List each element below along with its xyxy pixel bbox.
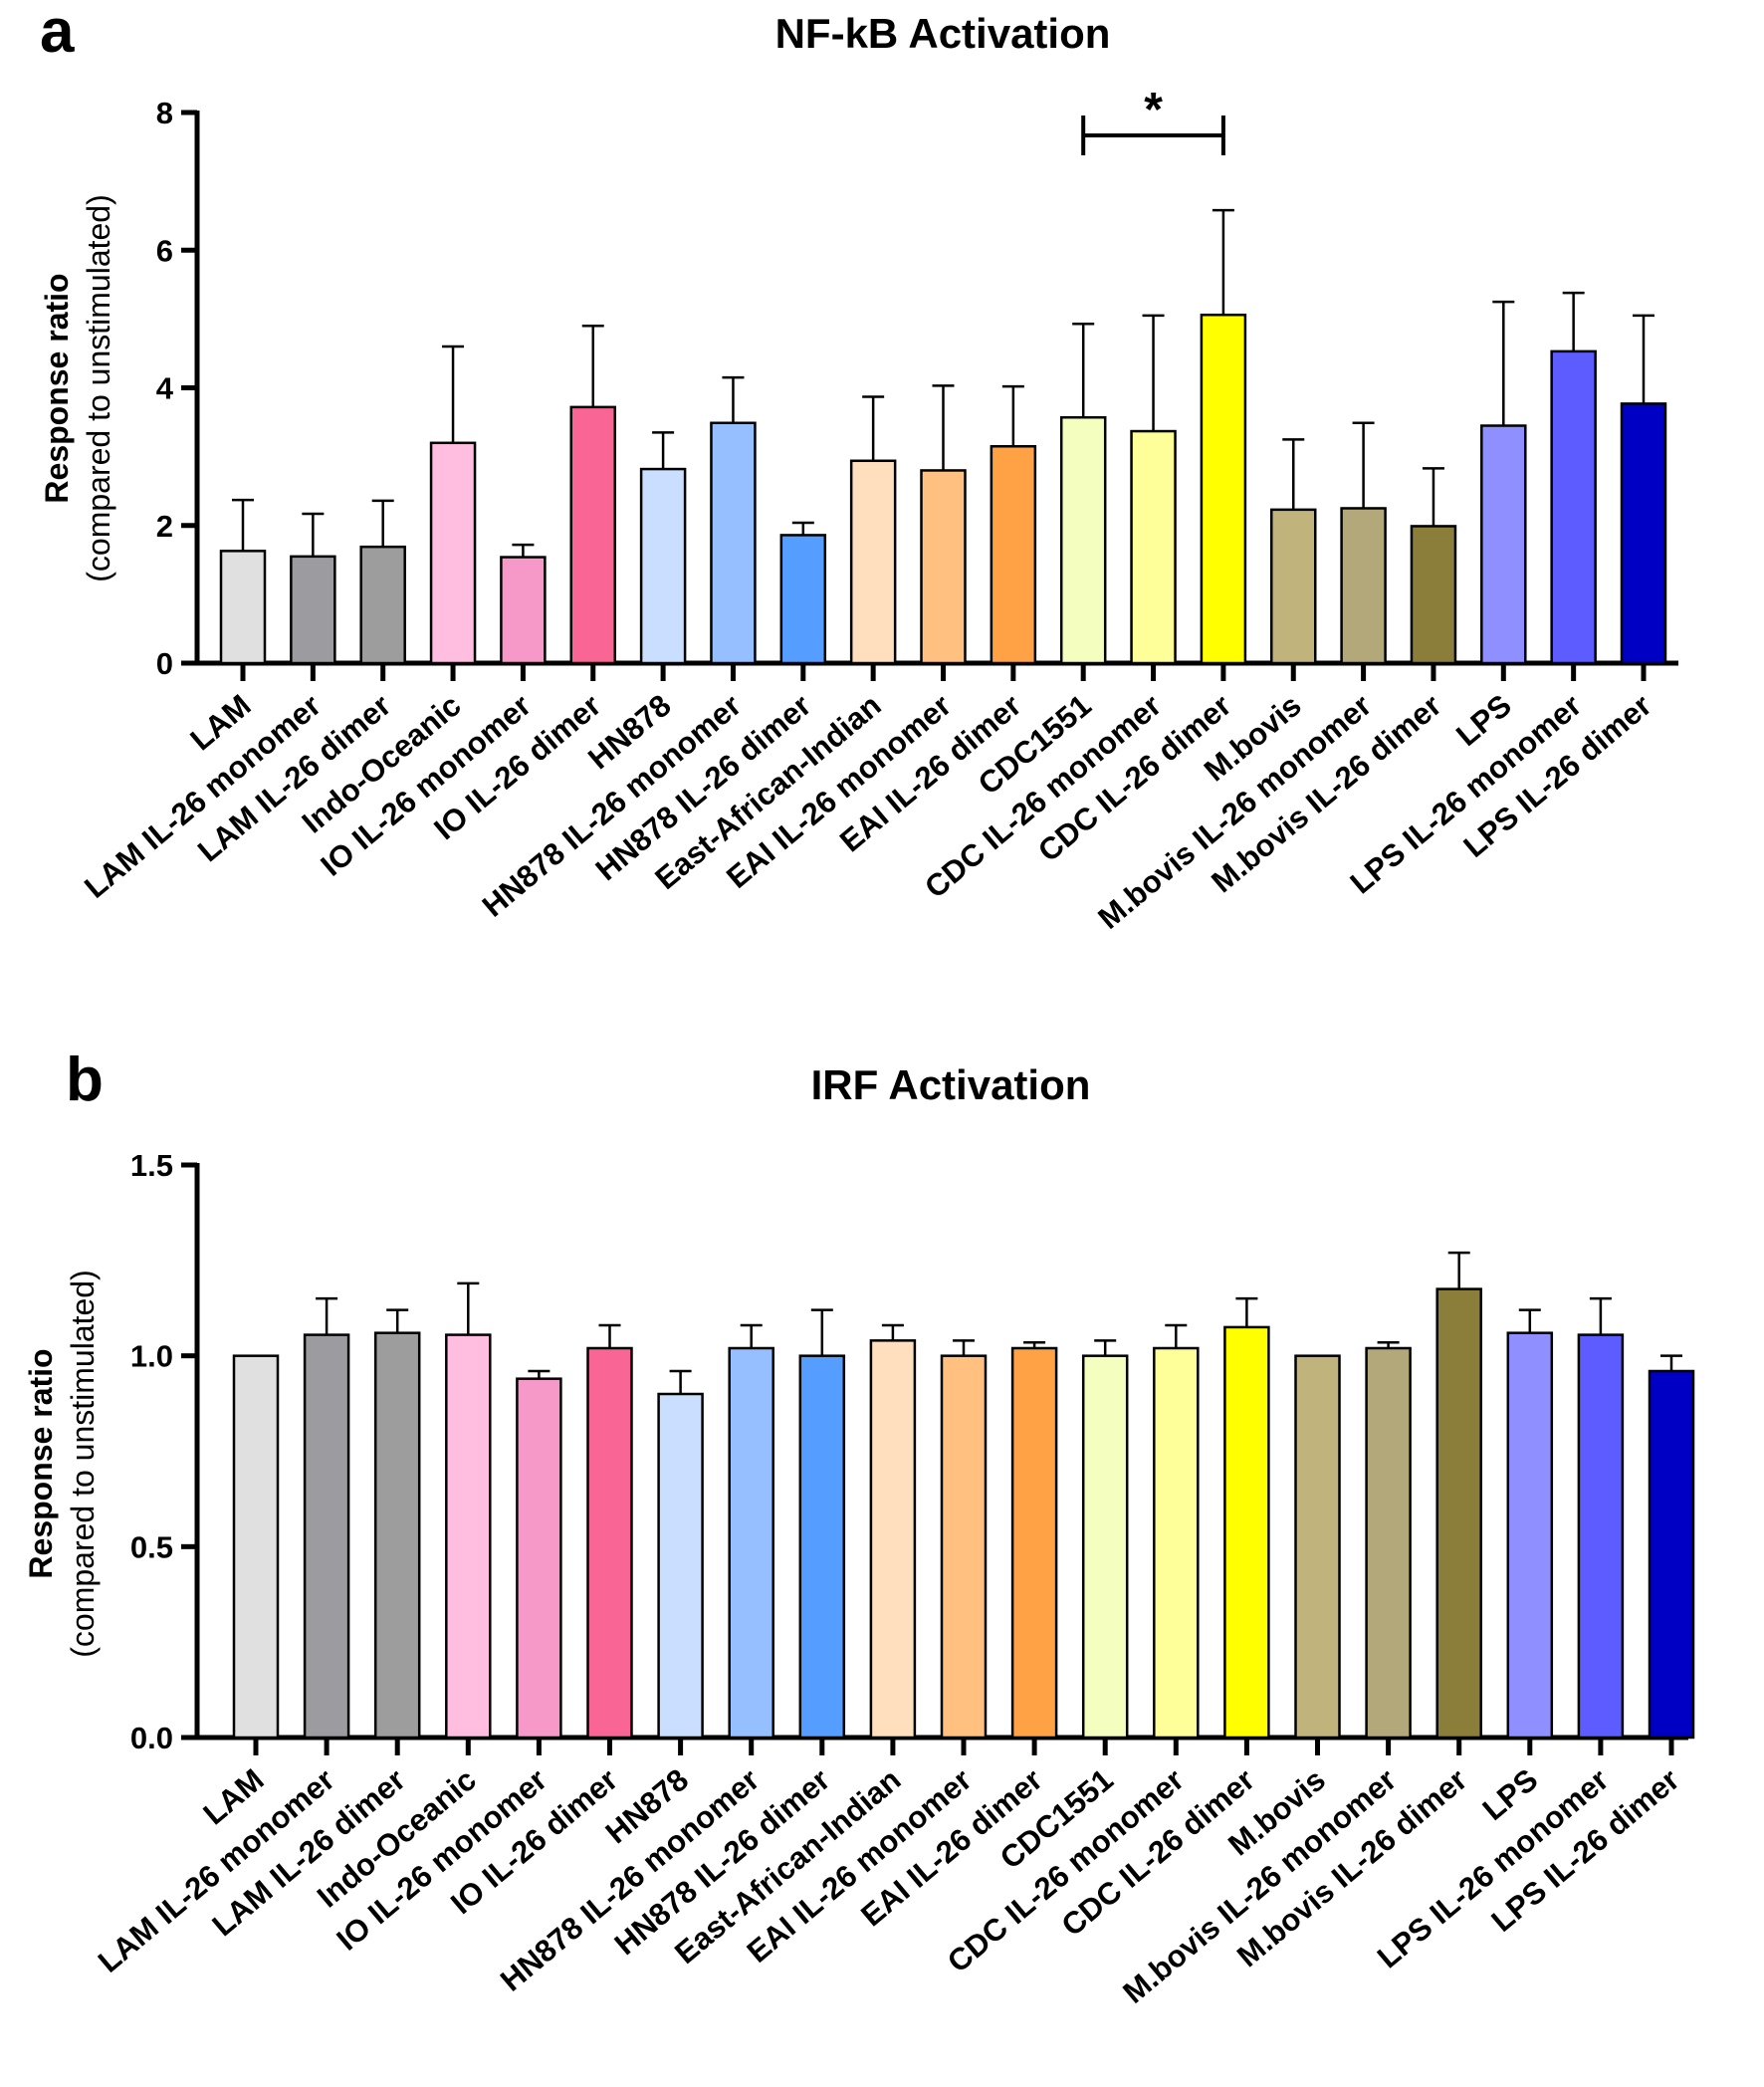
panel-b-bar	[445, 1333, 492, 1739]
panel-a-bar	[1480, 424, 1527, 665]
panel-a-ytick-label: 2	[156, 509, 173, 544]
panel-a-ytick-label: 0	[156, 646, 173, 681]
panel-b-ytick-label: 0.5	[130, 1529, 173, 1564]
panel-b-title: IRF Activation	[811, 1061, 1091, 1108]
panel-a-bar	[1620, 402, 1667, 665]
panel-b-bar	[373, 1331, 421, 1739]
panel-b-bar	[1506, 1331, 1554, 1739]
panel-a-bar	[219, 550, 267, 665]
panel-a-ytick-label: 8	[156, 96, 173, 130]
panel-b-bar	[1081, 1354, 1129, 1739]
panel-a-bar	[500, 556, 547, 665]
panel-a-bar	[1059, 415, 1107, 665]
panel-a-bar	[1340, 507, 1387, 665]
panel-a-bar	[429, 441, 477, 665]
panel-a: a NF-kB Activation Response ratio (compar…	[39, 0, 1678, 936]
panel-b-bar	[1577, 1333, 1625, 1739]
panel-b-bar	[1294, 1354, 1341, 1739]
panel-a-significance-label: *	[1144, 84, 1163, 136]
panel-a-bar	[290, 555, 336, 665]
panel-b-letter: b	[66, 1045, 104, 1114]
panel-a-ylabel-sub: (compared to unstimulated)	[81, 194, 116, 582]
panel-b-bar	[516, 1377, 562, 1739]
panel-a-ylabel: Response ratio	[39, 273, 75, 503]
panel-a-bar	[1200, 313, 1247, 665]
panel-a-bar	[710, 421, 757, 665]
panel-b-ylabel: Response ratio	[23, 1348, 59, 1578]
panel-a-ytick-label: 4	[156, 371, 174, 406]
panel-a-bar	[920, 469, 967, 665]
panel-b-ytick-label: 1.0	[130, 1339, 173, 1374]
panel-b-bar	[1010, 1346, 1058, 1739]
panel-a-bar	[990, 445, 1037, 665]
panel-a-title: NF-kB Activation	[775, 10, 1111, 57]
panel-a-bar	[849, 459, 897, 665]
panel-b-bar	[940, 1354, 988, 1739]
panel-b-bar	[1223, 1325, 1270, 1739]
panel-a-bar	[779, 534, 827, 665]
panel-b-bar	[657, 1392, 704, 1739]
panel-b-bar	[1365, 1346, 1412, 1739]
panel-b-bar	[1435, 1287, 1482, 1739]
panel-a-ytick-label: 6	[156, 233, 173, 268]
panel-a-letter: a	[40, 0, 75, 66]
panel-b-ytick-label: 0.0	[130, 1721, 173, 1755]
panel-b-bar	[798, 1354, 846, 1739]
panel-b-bar	[303, 1333, 350, 1739]
panel-b: b IRF Activation Response ratio (compared…	[23, 1045, 1695, 2010]
panel-b-bar	[728, 1346, 774, 1739]
panel-b-bar	[1648, 1369, 1695, 1739]
panel-a-bar	[569, 405, 616, 665]
panel-b-ylabel-sub: (compared to unstimulated)	[65, 1270, 101, 1658]
panel-a-bar	[1130, 429, 1177, 665]
panel-b-bar	[232, 1354, 280, 1739]
panel-b-bar	[869, 1339, 917, 1739]
panel-b-bar	[1153, 1346, 1200, 1739]
panel-b-bar	[586, 1346, 633, 1739]
panel-a-bar	[1270, 508, 1317, 665]
panel-a-bar	[1550, 349, 1597, 665]
panel-a-bar	[1410, 525, 1457, 665]
panel-b-ytick-label: 1.5	[130, 1148, 173, 1183]
panel-a-bar	[639, 467, 687, 665]
panel-a-bar	[359, 545, 406, 665]
